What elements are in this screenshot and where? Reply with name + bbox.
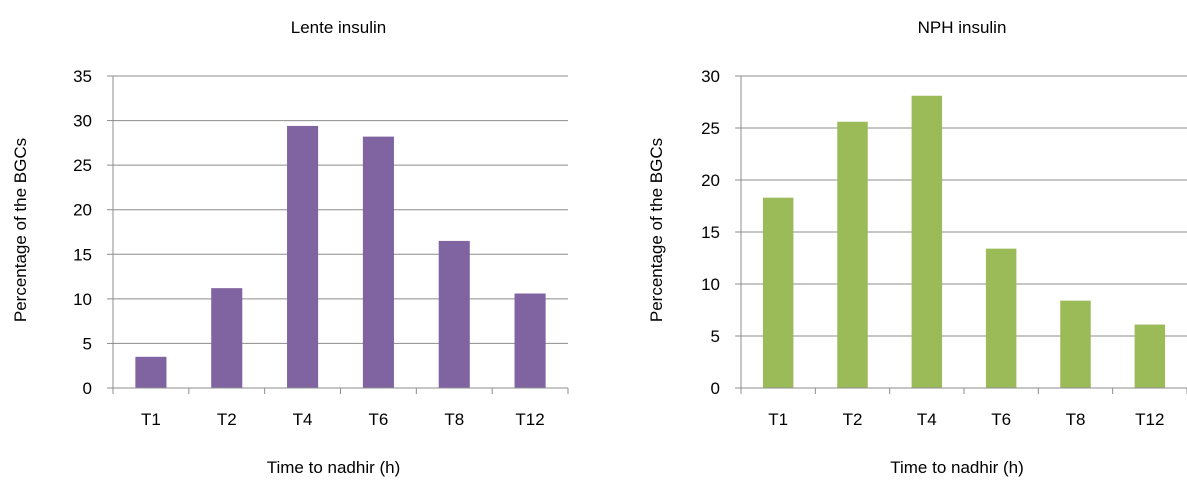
y-tick-label: 5 [711,327,720,346]
y-tick-label: 30 [73,112,92,131]
x-axis-label: Time to nadhir (h) [890,458,1024,477]
y-tick-label: 5 [83,334,92,353]
bar-t12 [1135,325,1165,388]
bar-t6 [363,137,394,388]
bar-t4 [287,126,318,388]
y-axis-label: Percentage of the BGCs [11,138,30,322]
bar-t2 [837,122,867,388]
y-tick-label: 20 [701,171,720,190]
x-tick-label: T1 [141,410,161,429]
x-tick-label: T4 [917,410,937,429]
bar-t8 [439,241,470,388]
x-tick-label: T12 [515,410,544,429]
bar-t1 [135,357,166,388]
x-tick-label: T8 [444,410,464,429]
y-tick-label: 35 [73,67,92,86]
bar-t8 [1060,301,1090,388]
x-axis-label: Time to nadhir (h) [267,458,401,477]
bar-t12 [515,294,546,388]
bar-t2 [211,288,242,388]
x-tick-label: T2 [217,410,237,429]
y-tick-label: 0 [83,379,92,398]
chart-panel-2: NPH insulin 0 5 10 15 20 25 30 T1 T2 T4 T6 T8 T12 Time… [647,18,1187,477]
x-tick-label: T1 [768,410,788,429]
chart-title: Lente insulin [291,18,386,37]
chart-title: NPH insulin [918,18,1007,37]
x-tick-label: T8 [1066,410,1086,429]
y-tick-label: 15 [73,245,92,264]
bar-t1 [763,198,793,388]
y-tick-label: 0 [711,379,720,398]
x-tick-label: T2 [843,410,863,429]
y-axis-label: Percentage of the BGCs [647,138,666,322]
bar-t6 [986,249,1016,388]
y-tick-label: 10 [701,275,720,294]
x-tick-label: T6 [991,410,1011,429]
y-tick-label: 10 [73,290,92,309]
y-tick-label: 15 [701,223,720,242]
chart-panel-1: Lente insulin 0 5 10 15 20 25 30 35 T1 T2 T4 T6 T8 T12… [11,18,568,477]
y-tick-label: 30 [701,67,720,86]
y-tick-label: 20 [73,201,92,220]
x-tick-label: T6 [368,410,388,429]
x-tick-label: T12 [1135,410,1164,429]
y-tick-label: 25 [701,119,720,138]
bar-t4 [912,96,942,388]
x-tick-label: T4 [293,410,313,429]
y-tick-label: 25 [73,156,92,175]
